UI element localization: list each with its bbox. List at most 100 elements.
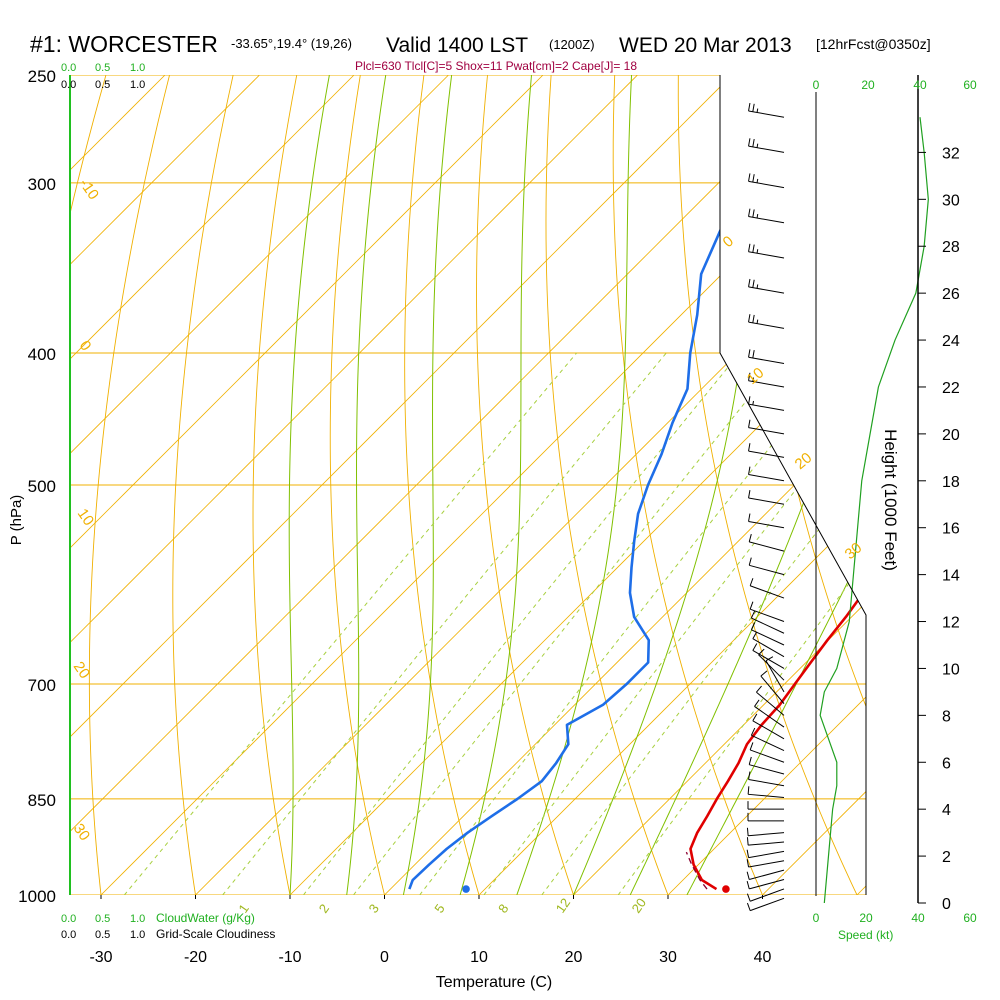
- height-tick-label: 2: [942, 849, 951, 866]
- isotherm: [70, 75, 379, 895]
- height-tick-label: 24: [942, 333, 960, 350]
- mixing-ratio-label: 20: [629, 895, 650, 915]
- wind-barb: [749, 578, 785, 599]
- bottom-cloudwater-0: 0.0: [61, 913, 76, 925]
- mixing-ratio-line: [419, 352, 846, 895]
- bottom-cloudiness-05: 0.5: [95, 929, 110, 941]
- pressure-tick-300: 300: [28, 175, 56, 194]
- station-location: -33.65°,19.4° (19,26): [231, 36, 352, 51]
- wind-barb: [748, 396, 785, 411]
- mixing-ratio-label: 2: [316, 901, 332, 916]
- wind-barb: [756, 685, 785, 716]
- wind-barb: [746, 827, 785, 837]
- height-tick-label: 16: [942, 521, 960, 538]
- dry-adiabat: [545, 75, 680, 895]
- wind-barb: [746, 897, 785, 912]
- wind-barb: [748, 490, 785, 505]
- height-tick-label: 14: [942, 568, 960, 585]
- wind-barb: [748, 372, 785, 388]
- speed-top-40: 40: [913, 78, 927, 92]
- moist-adiabat: [402, 75, 453, 895]
- dry-adiabat-label: 10: [74, 506, 97, 529]
- dry-adiabat: [930, 51, 1000, 924]
- mixing-ratio-line: [123, 352, 577, 895]
- wind-barb: [746, 837, 785, 846]
- wind-barb: [748, 243, 785, 259]
- bottom-cloudwater-05: 0.5: [95, 913, 110, 925]
- y-axis-title: P (hPa): [8, 495, 25, 546]
- height-tick-label: 18: [942, 474, 960, 491]
- isotherm: [70, 75, 662, 895]
- bottom-cloudiness-0: 0.0: [61, 929, 76, 941]
- mixing-ratio-label: 5: [431, 901, 447, 916]
- wind-barb: [765, 656, 785, 693]
- height-tick-label: 26: [942, 286, 960, 303]
- wind-barb: [746, 849, 785, 859]
- isotherm: [260, 75, 866, 895]
- mixing-ratio-label: 3: [365, 901, 381, 916]
- isotherm: [355, 75, 866, 895]
- height-tick-label: 28: [942, 239, 960, 256]
- top-cloudwater-05: 0.5: [95, 62, 110, 74]
- dry-adiabat: [404, 75, 489, 895]
- isotherm: [70, 75, 473, 895]
- wind-barb: [750, 610, 785, 634]
- valid-time: Valid 1400 LST: [386, 34, 528, 57]
- wind-barb: [752, 713, 785, 740]
- top-cloudwater-0: 0.0: [61, 62, 76, 74]
- wind-barb: [748, 513, 785, 529]
- x-tick-label: 40: [754, 949, 772, 966]
- wind-barb: [760, 670, 785, 704]
- wind-barb: [750, 622, 785, 646]
- moist-adiabat: [288, 75, 330, 895]
- height-tick-label: 4: [942, 802, 951, 819]
- wind-barb: [748, 419, 785, 435]
- height-tick-label: 32: [942, 145, 960, 162]
- x-tick-label: -20: [184, 949, 207, 966]
- isotherm: [544, 75, 866, 895]
- bottom-cloudiness-1: 1.0: [130, 929, 145, 941]
- dry-adiabat: [88, 75, 177, 895]
- parcel-profile: [685, 851, 708, 890]
- moist-adiabat: [346, 75, 387, 895]
- x-tick-label: -30: [89, 949, 112, 966]
- pressure-tick-1000: 1000: [18, 887, 56, 906]
- pressure-tick-850: 850: [28, 791, 56, 810]
- utc-time: (1200Z): [549, 37, 595, 52]
- x-tick-label: 10: [470, 949, 488, 966]
- isotherm: [923, 51, 1000, 924]
- speed-bottom-40: 40: [911, 911, 925, 925]
- speed-axis-title: Speed (kt): [838, 928, 893, 942]
- station-title: #1: WORCESTER: [30, 31, 218, 57]
- mixing-ratio-label: 12: [553, 895, 574, 915]
- dry-adiabat-label: 30: [842, 539, 866, 563]
- dry-adiabat-label: 20: [792, 449, 816, 473]
- wind-barb: [748, 756, 785, 775]
- pressure-tick-500: 500: [28, 477, 56, 496]
- moist-adiabat: [629, 75, 866, 895]
- x-tick-label: 20: [565, 949, 583, 966]
- top-cloudiness-1: 1.0: [130, 79, 145, 91]
- mixing-ratio-line: [483, 352, 866, 895]
- wind-barb: [749, 742, 785, 763]
- mixing-ratio-label: 8: [495, 901, 511, 916]
- pressure-tick-400: 400: [28, 345, 56, 364]
- moist-adiabat: [686, 75, 866, 895]
- pressure-tick-250: 250: [28, 67, 56, 86]
- isotherm: [449, 75, 866, 895]
- speed-top-20: 20: [861, 78, 875, 92]
- dewpoint-profile: [408, 102, 801, 890]
- isotherm: [70, 75, 284, 895]
- forecast-info: [12hrFcst@0350z]: [816, 36, 931, 52]
- bottom-cloudwater-1: 1.0: [130, 913, 145, 925]
- wind-barb: [746, 888, 785, 902]
- isotherm: [70, 75, 568, 895]
- dry-adiabat: [476, 75, 584, 895]
- profiles: [408, 102, 866, 893]
- height-axis-title: Height (1000 Feet): [881, 429, 900, 571]
- pressure-tick-700: 700: [28, 676, 56, 695]
- wind-barb: [754, 699, 785, 728]
- wind-barb: [748, 349, 785, 365]
